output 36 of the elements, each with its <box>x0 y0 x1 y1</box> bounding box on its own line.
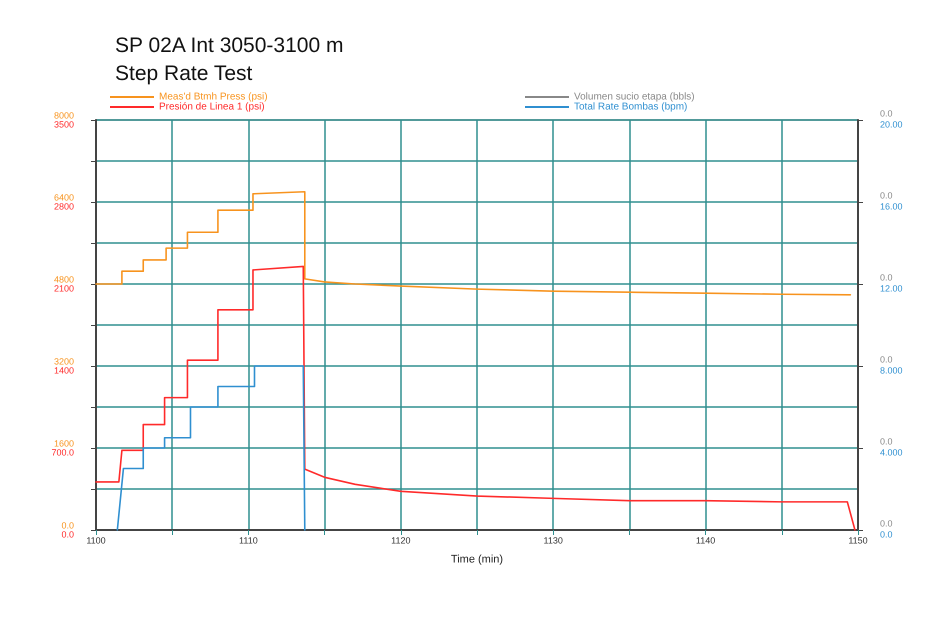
y-tick-label: 8000 <box>54 110 74 120</box>
y2-tick-label: 2800 <box>54 202 74 212</box>
legend-label: Volumen sucio etapa (bbls) <box>574 92 695 102</box>
y3-tick-label: 4.000 <box>880 448 903 458</box>
x-tick-label: 1150 <box>848 536 868 546</box>
text: 0.0 <box>880 518 893 528</box>
text: 0.0 <box>880 272 893 282</box>
x-tick-label: 1140 <box>696 536 716 546</box>
x-tick-label: 1100 <box>86 536 106 546</box>
legend-label: Total Rate Bombas (bpm) <box>574 102 688 112</box>
text: 0.0 <box>880 436 893 446</box>
x-axis-title: Time (min) <box>450 554 504 566</box>
y3-tick-label: 16.00 <box>880 202 903 212</box>
y-tick-label: 4800 <box>54 274 74 284</box>
x-tick-label: 1130 <box>544 536 563 546</box>
y-tick-label: 3200 <box>54 356 74 366</box>
y2-tick-label: 2100 <box>54 284 74 294</box>
x-tick-label: 1120 <box>391 536 410 546</box>
chart-title: SP 02A Int 3050-3100 m <box>115 34 344 57</box>
y3-tick-label: 8.000 <box>880 366 903 376</box>
y3-tick-label: 20.00 <box>880 120 903 130</box>
y3-tick-label: 12.00 <box>880 284 903 294</box>
text: 0.0 <box>880 108 893 118</box>
chart-subtitle: Step Rate Test <box>115 62 253 85</box>
legend-label: Meas'd Btmh Press (psi) <box>159 92 268 102</box>
y2-tick-label: 1400 <box>54 366 74 376</box>
x-tick-label: 1110 <box>239 536 258 546</box>
y2-tick-label: 3500 <box>54 120 74 130</box>
y3-tick-label: 0.0 <box>880 530 893 540</box>
y-tick-label: 6400 <box>54 192 74 202</box>
y2-tick-label: 700.0 <box>51 448 74 458</box>
text: 0.0 <box>880 354 893 364</box>
legend-label: Presión de Linea 1 (psi) <box>159 102 265 112</box>
text: 0.0 <box>880 190 893 200</box>
y-tick-label: 0.0 <box>61 520 74 530</box>
y-tick-label: 1600 <box>54 438 74 448</box>
